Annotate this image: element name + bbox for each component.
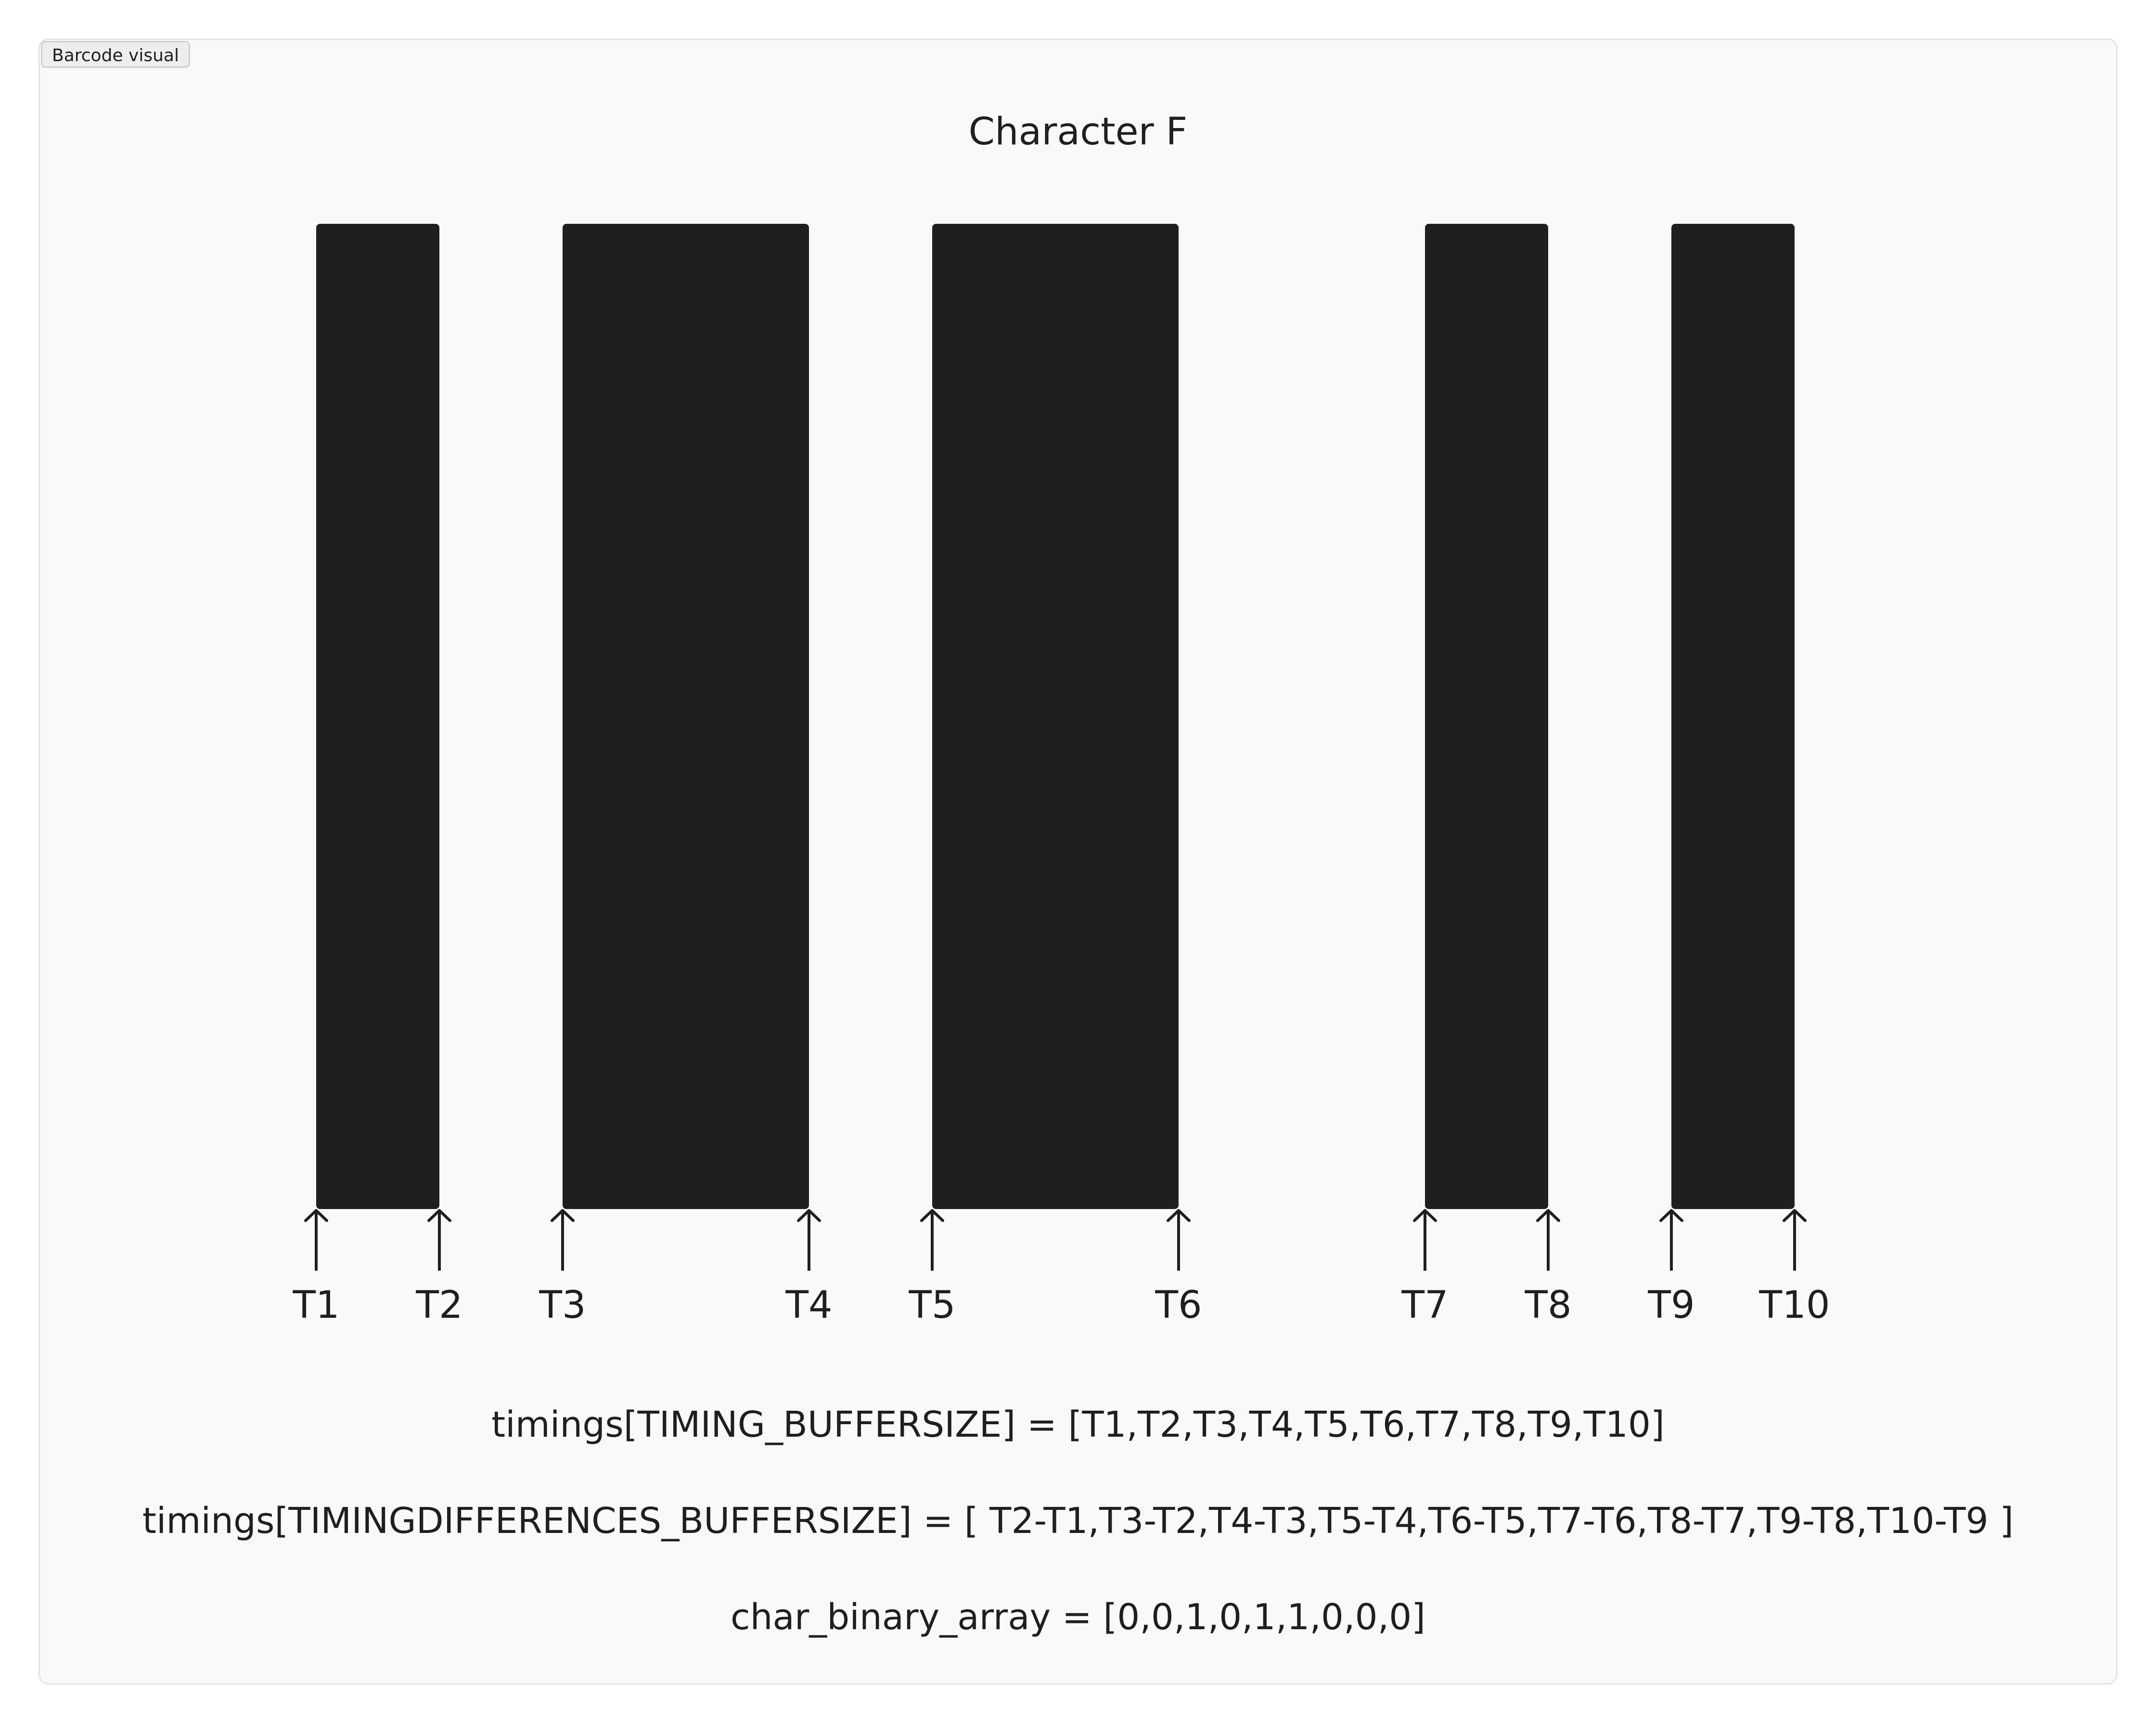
timing-arrow-t10 <box>1783 1209 1807 1271</box>
diagram-title: Character F <box>969 110 1188 154</box>
timing-arrow-t4 <box>797 1209 821 1271</box>
timing-label-t4: T4 <box>785 1284 832 1327</box>
timings-formula: timings[TIMING_BUFFERSIZE] = [T1,T2,T3,T… <box>491 1404 1665 1445</box>
barcode-bar-1 <box>316 224 439 1209</box>
timing-arrow-t5 <box>920 1209 944 1271</box>
timing-label-t9: T9 <box>1647 1284 1694 1327</box>
timing-arrow-t3 <box>551 1209 575 1271</box>
timing-arrow-t6 <box>1167 1209 1191 1271</box>
timing-arrows-group <box>304 1209 1807 1271</box>
timing-label-t5: T5 <box>908 1284 955 1327</box>
barcode-bar-5 <box>1671 224 1795 1209</box>
timing-arrow-t7 <box>1413 1209 1437 1271</box>
timing-label-t8: T8 <box>1524 1284 1571 1327</box>
timing-label-t1: T1 <box>292 1284 339 1327</box>
timing-arrow-t1 <box>304 1209 328 1271</box>
timing-label-t3: T3 <box>539 1284 586 1327</box>
timing-arrow-t8 <box>1536 1209 1560 1271</box>
timing-label-t10: T10 <box>1759 1284 1830 1327</box>
timing-label-t2: T2 <box>415 1284 462 1327</box>
barcode-visual-tag: Barcode visual <box>41 41 190 68</box>
timing-arrow-t2 <box>427 1209 451 1271</box>
timing-labels-group: T1 T2 T3 T4 T5 T6 T7 T8 T9 T10 <box>292 1284 1830 1327</box>
timing-differences-formula: timings[TIMINGDIFFERENCES_BUFFERSIZE] = … <box>142 1500 2014 1542</box>
char-binary-array-formula: char_binary_array = [0,0,1,0,1,1,0,0,0] <box>731 1596 1425 1638</box>
timing-label-t6: T6 <box>1155 1284 1202 1327</box>
timing-arrow-t9 <box>1659 1209 1683 1271</box>
barcode-bar-3 <box>932 224 1179 1209</box>
timing-label-t7: T7 <box>1401 1284 1448 1327</box>
bars-group <box>316 224 1795 1209</box>
barcode-bar-4 <box>1425 224 1548 1209</box>
barcode-bar-2 <box>563 224 809 1209</box>
